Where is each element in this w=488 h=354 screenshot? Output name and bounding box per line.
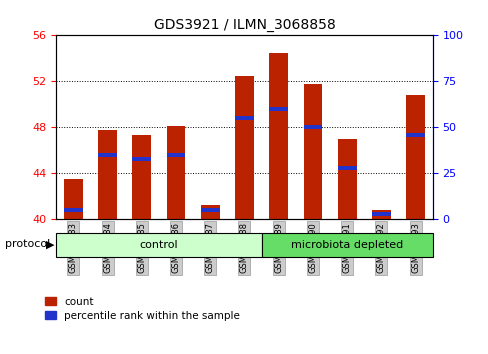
Bar [337, 166, 356, 170]
Bar [406, 133, 424, 137]
Text: ▶: ▶ [45, 239, 54, 249]
Bar [235, 116, 253, 120]
Bar [303, 125, 322, 130]
Text: protocol: protocol [5, 239, 50, 249]
Bar [132, 157, 151, 161]
Bar [166, 126, 185, 219]
Bar [269, 107, 287, 111]
Bar [166, 153, 185, 157]
Bar [235, 76, 253, 219]
Text: control: control [140, 240, 178, 250]
Bar [132, 136, 151, 219]
Title: GDS3921 / ILMN_3068858: GDS3921 / ILMN_3068858 [153, 18, 335, 32]
Bar [64, 208, 82, 212]
Bar [371, 210, 390, 219]
Bar [98, 153, 117, 157]
Legend: count, percentile rank within the sample: count, percentile rank within the sample [44, 296, 241, 322]
Bar [269, 53, 287, 219]
Bar [98, 130, 117, 219]
Bar [201, 208, 219, 212]
FancyBboxPatch shape [56, 233, 261, 257]
Bar [303, 84, 322, 219]
FancyBboxPatch shape [261, 233, 432, 257]
Bar [337, 139, 356, 219]
Text: microbiota depleted: microbiota depleted [290, 240, 403, 250]
Bar [371, 212, 390, 216]
Bar [64, 179, 82, 219]
Bar [406, 95, 424, 219]
Bar [201, 205, 219, 219]
